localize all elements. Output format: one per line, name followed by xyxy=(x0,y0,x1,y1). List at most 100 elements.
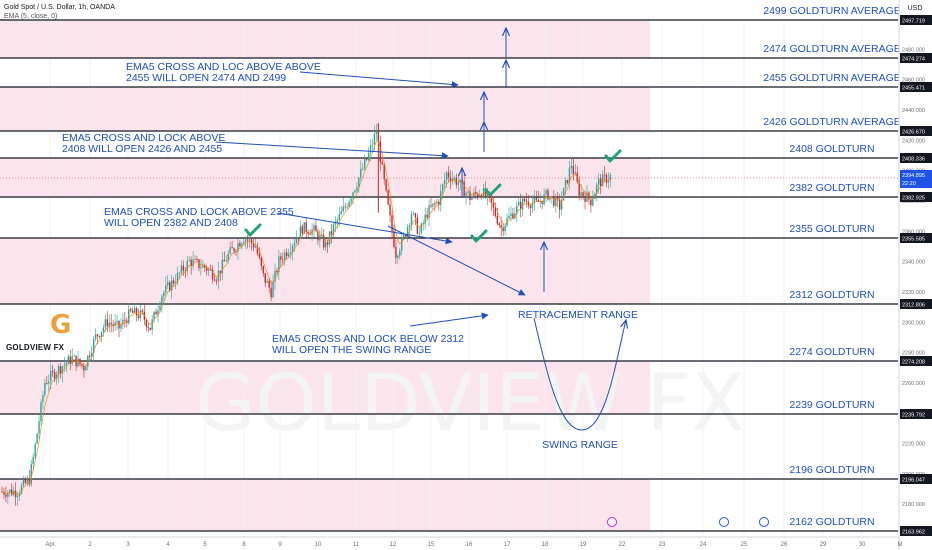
candle-body xyxy=(307,232,309,234)
level-tag-2499: 2497.719 xyxy=(902,19,925,25)
level-tag-bg-2382 xyxy=(900,192,932,202)
candle-body xyxy=(420,223,422,233)
candle-body xyxy=(112,324,114,326)
ema5-line xyxy=(1,141,611,495)
y-tick-label-2260: 2260.000 xyxy=(902,381,925,387)
candle-body xyxy=(521,198,524,210)
candle-body xyxy=(280,256,282,260)
candle-body xyxy=(520,201,522,210)
candle-body xyxy=(225,260,227,262)
level-label-2455: 2455 GOLDTURN AVERAGE xyxy=(763,72,901,84)
candle-body xyxy=(434,203,436,205)
candle-body xyxy=(391,215,393,232)
y-tick-label-2460: 2460.000 xyxy=(902,78,925,84)
candle-body xyxy=(451,178,454,182)
candle-body xyxy=(268,281,270,288)
level-label-2382: 2382 GOLDTURN xyxy=(789,182,874,194)
candle-body xyxy=(305,222,307,233)
candle-body xyxy=(408,225,411,227)
candle-body xyxy=(26,478,29,483)
candle-body xyxy=(348,201,350,207)
candle-body xyxy=(94,334,97,340)
candle-body xyxy=(401,237,403,251)
level-tag-bg-2239 xyxy=(900,409,932,419)
level-tag-2474: 2474.274 xyxy=(902,57,925,63)
candle-body xyxy=(208,269,210,272)
x-tick-label-10: 15 xyxy=(428,542,435,548)
candle-body xyxy=(418,232,420,234)
symbol-title[interactable]: Gold Spot / U.S. Dollar, 1h, OANDA xyxy=(4,4,115,11)
candle-body xyxy=(325,242,327,248)
candle-body xyxy=(40,402,42,422)
candle-body xyxy=(128,309,130,324)
candle-body xyxy=(53,371,56,379)
candle-body xyxy=(545,190,547,195)
level-label-2499: 2499 GOLDTURN AVERAGE xyxy=(763,5,901,17)
candle-body xyxy=(38,421,40,434)
candle-body xyxy=(34,443,36,457)
candle-body xyxy=(360,169,362,178)
currency-button[interactable]: USD xyxy=(907,5,923,12)
candle-body xyxy=(98,336,101,337)
candle-body xyxy=(406,226,409,237)
indicator-legend[interactable]: EMA (5, close, 0) xyxy=(4,13,58,20)
x-tick-label-6: 9 xyxy=(278,542,282,548)
candle-body xyxy=(590,199,592,206)
x-tick-label-22: M xyxy=(898,542,903,548)
level-tag-bg-2474 xyxy=(900,53,932,63)
level-tag-2426: 2426.670 xyxy=(902,130,925,136)
candle-body xyxy=(192,259,194,267)
candle-body xyxy=(358,177,360,188)
candle-body xyxy=(389,204,391,216)
level-tag-2355: 2355.585 xyxy=(902,237,925,243)
candle-body xyxy=(274,270,276,282)
x-tick-label-0: Apr xyxy=(45,542,54,548)
candle-body xyxy=(367,153,370,160)
candle-body xyxy=(178,272,181,274)
candle-body xyxy=(50,371,52,382)
check-mark-icon xyxy=(484,183,502,197)
candle-body xyxy=(87,355,89,367)
price-tag-countdown: 22:20 xyxy=(902,181,916,187)
candle-body xyxy=(338,214,341,220)
x-tick-label-4: 5 xyxy=(203,542,207,548)
candle-body xyxy=(16,496,19,498)
candle-body xyxy=(479,195,481,197)
level-label-2196: 2196 GOLDTURN xyxy=(789,464,874,476)
candle-body xyxy=(484,188,487,197)
candle-body xyxy=(568,167,571,184)
candle-body xyxy=(354,190,356,193)
candle-body xyxy=(514,213,516,219)
candle-body xyxy=(52,371,54,372)
candle-body xyxy=(344,206,346,208)
annotation-arrow-1 xyxy=(299,71,459,88)
candle-body xyxy=(24,479,27,483)
x-tick-label-17: 24 xyxy=(700,542,707,548)
goldview-logo: G GOLDVIEW FX xyxy=(6,310,96,360)
annotation-text-1-1: 2408 WILL OPEN 2426 AND 2455 xyxy=(62,143,222,155)
level-tag-2382: 2382.925 xyxy=(902,196,925,202)
event-icon-0 xyxy=(607,517,617,527)
candle-body xyxy=(465,192,467,196)
candle-body xyxy=(535,197,537,200)
candle-body xyxy=(221,259,224,274)
x-tick-label-8: 11 xyxy=(353,542,360,548)
candle-body xyxy=(572,165,575,174)
chart-header: Gold Spot / U.S. Dollar, 1h, OANDA EMA (… xyxy=(4,3,115,21)
level-label-2474: 2474 GOLDTURN AVERAGE xyxy=(763,43,901,55)
candle-body xyxy=(120,324,122,329)
candle-body xyxy=(317,231,319,241)
candle-body xyxy=(482,188,485,198)
level-tag-bg-2196 xyxy=(900,474,932,484)
swing-range-curve xyxy=(533,317,626,431)
candle-body xyxy=(110,322,112,325)
candle-body xyxy=(449,177,452,182)
zone-band-0 xyxy=(0,20,650,58)
x-tick-label-21: 30 xyxy=(859,542,866,548)
annotation-text-3-1: WILL OPEN THE SWING RANGE xyxy=(272,344,431,356)
candle-body xyxy=(512,213,514,219)
y-tick-label-2340: 2340.000 xyxy=(902,260,925,266)
annotation-arrow-4 xyxy=(409,312,489,327)
candle-body xyxy=(89,355,91,357)
